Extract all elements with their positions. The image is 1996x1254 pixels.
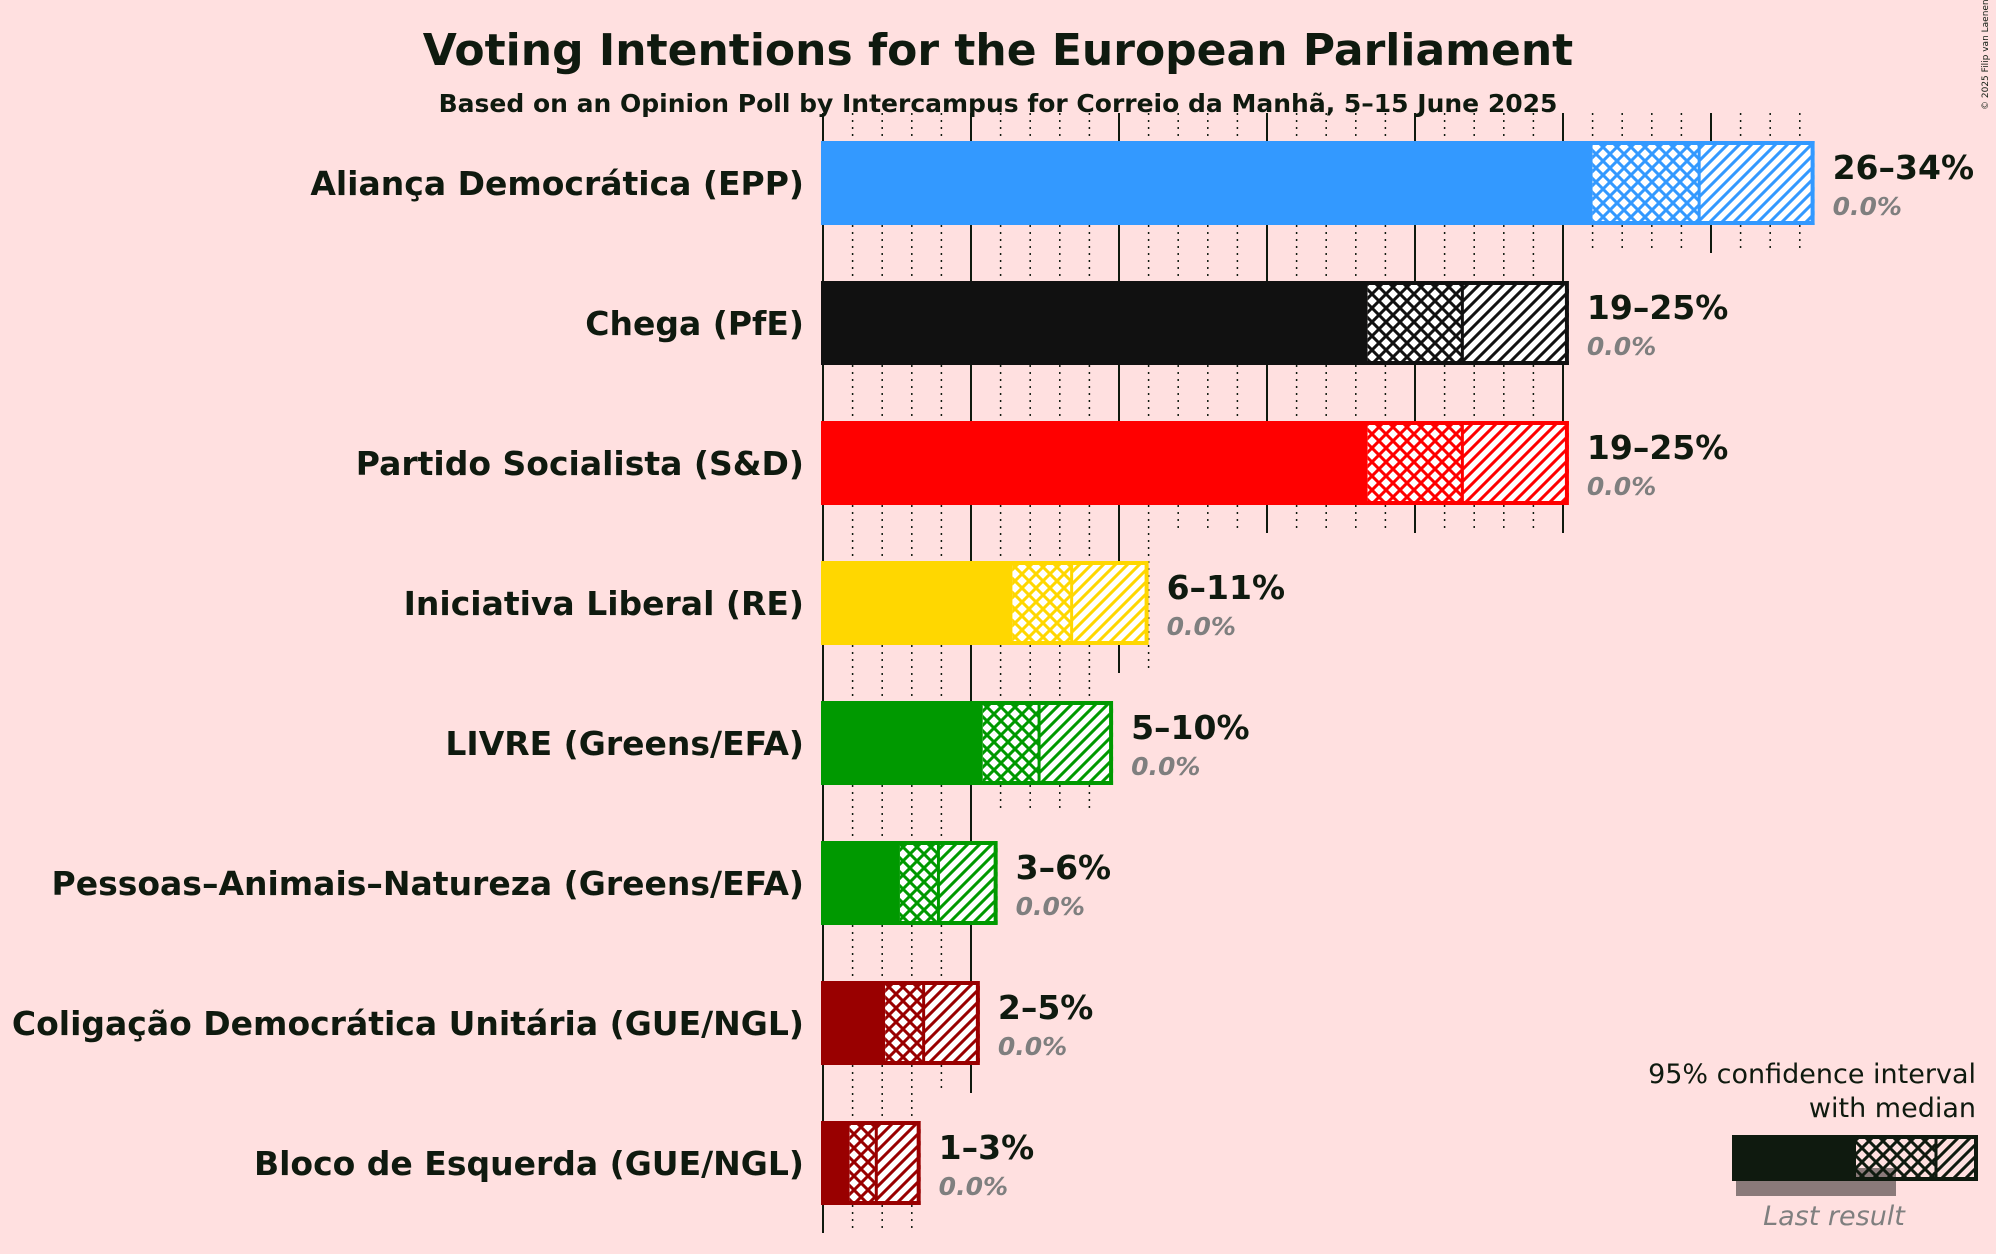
bar-solid — [823, 281, 1368, 365]
bar-solid — [823, 1121, 850, 1205]
party-label: Pessoas–Animais–Natureza (Greens/EFA) — [52, 864, 804, 903]
bar-cross-hatch — [899, 841, 939, 925]
legend: 95% confidence interval with median Last… — [1648, 1059, 1978, 1232]
bar-solid — [823, 141, 1593, 225]
legend-ci-label: 95% confidence interval — [1648, 1059, 1976, 1090]
bar-solid — [823, 981, 886, 1065]
bar-group — [821, 141, 1815, 225]
bar-cross-hatch — [982, 701, 1040, 785]
bar-solid — [823, 841, 900, 925]
legend-diagonal-hatch — [1936, 1137, 1976, 1179]
bar-cross-hatch — [1367, 281, 1463, 365]
party-label: Chega (PfE) — [585, 304, 804, 343]
range-label: 19–25% — [1587, 288, 1728, 327]
legend-median-label: with median — [1809, 1093, 1976, 1124]
range-label: 19–25% — [1587, 428, 1728, 467]
last-result-label: 0.0% — [1016, 892, 1085, 921]
range-label: 2–5% — [998, 988, 1094, 1027]
labels: Aliança Democrática (EPP) 26–34% 0.0% Chega… — [12, 148, 1974, 1201]
bar-diagonal-hatch — [923, 981, 980, 1065]
bar-cross-hatch — [1367, 421, 1463, 505]
bar-outline — [821, 421, 1569, 505]
bar-group — [821, 981, 980, 1065]
legend-last-result-label: Last result — [1763, 1201, 1906, 1232]
bar-diagonal-hatch — [876, 1121, 921, 1205]
party-label: Iniciativa Liberal (RE) — [404, 584, 804, 623]
bar-group — [821, 701, 1114, 785]
range-label: 5–10% — [1131, 708, 1249, 747]
last-result-label: 0.0% — [1131, 752, 1200, 781]
legend-outline — [1732, 1135, 1978, 1181]
bar-cross-hatch — [1592, 141, 1700, 225]
range-label: 3–6% — [1016, 848, 1112, 887]
bar-group — [821, 421, 1569, 505]
bar-group — [821, 1121, 921, 1205]
bar-diagonal-hatch — [1462, 421, 1569, 505]
party-label: Partido Socialista (S&D) — [356, 444, 804, 483]
bar-diagonal-hatch — [1699, 141, 1815, 225]
last-result-label: 0.0% — [939, 1172, 1008, 1201]
last-result-label: 0.0% — [1833, 192, 1902, 221]
chart-subtitle: Based on an Opinion Poll by Intercampus … — [439, 89, 1558, 118]
last-result-label: 0.0% — [1587, 332, 1656, 361]
bar-group — [821, 281, 1569, 365]
bar-cross-hatch — [1012, 561, 1072, 645]
bar-solid — [823, 701, 983, 785]
bar-outline — [821, 1121, 921, 1205]
last-result-label: 0.0% — [1167, 612, 1236, 641]
bar-cross-hatch — [849, 1121, 877, 1205]
party-label: Bloco de Esquerda (GUE/NGL) — [254, 1144, 804, 1183]
bar-outline — [821, 561, 1149, 645]
last-result-label: 0.0% — [1587, 472, 1656, 501]
copyright: © 2025 Filip van Laenen — [1981, 0, 1991, 110]
bar-outline — [821, 841, 998, 925]
bar-group — [821, 561, 1149, 645]
bar-solid — [823, 421, 1368, 505]
legend-solid-bar — [1734, 1137, 1856, 1179]
bar-outline — [821, 141, 1815, 225]
bars — [821, 141, 1815, 1205]
range-label: 1–3% — [939, 1128, 1034, 1167]
range-label: 26–34% — [1833, 148, 1974, 187]
bar-cross-hatch — [885, 981, 924, 1065]
bar-diagonal-hatch — [1071, 561, 1149, 645]
bar-diagonal-hatch — [1462, 281, 1569, 365]
bar-group — [821, 841, 998, 925]
party-label: Coligação Democrática Unitária (GUE/NGL) — [12, 1004, 804, 1043]
bar-solid — [823, 561, 1013, 645]
bar-diagonal-hatch — [1039, 701, 1114, 785]
party-label: LIVRE (Greens/EFA) — [445, 724, 804, 763]
bar-diagonal-hatch — [938, 841, 998, 925]
party-label: Aliança Democrática (EPP) — [310, 164, 804, 203]
bar-outline — [821, 981, 980, 1065]
chart-title: Voting Intentions for the European Parli… — [423, 25, 1573, 76]
bar-outline — [821, 701, 1114, 785]
range-label: 6–11% — [1167, 568, 1285, 607]
legend-cross-hatch — [1856, 1137, 1936, 1179]
bar-outline — [821, 281, 1569, 365]
last-result-label: 0.0% — [998, 1032, 1067, 1061]
